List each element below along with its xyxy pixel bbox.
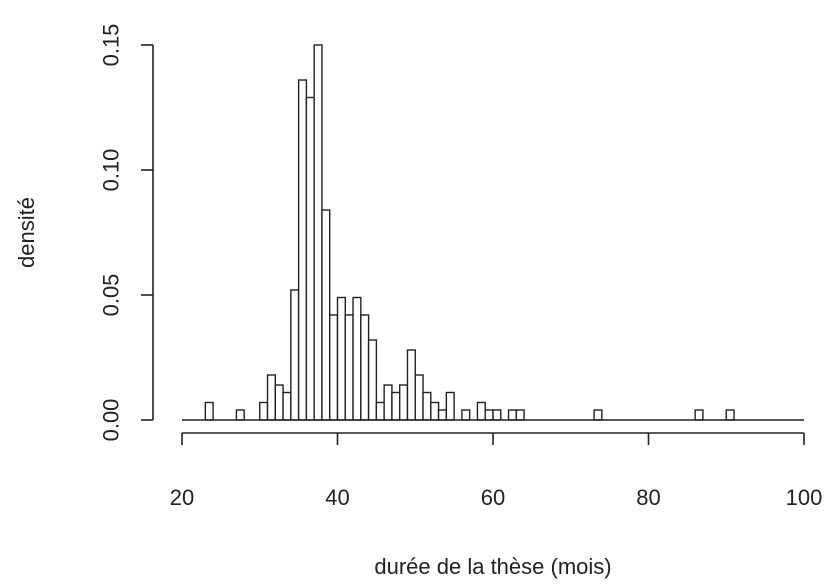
x-tick-label: 80 bbox=[636, 485, 660, 510]
histogram-bar bbox=[492, 409, 502, 421]
histogram-bar bbox=[476, 401, 486, 421]
y-tick-label: 0.00 bbox=[99, 399, 124, 442]
histogram-bar bbox=[383, 384, 393, 421]
y-tick-label: 0.05 bbox=[99, 274, 124, 317]
x-tick-label: 100 bbox=[786, 485, 823, 510]
histogram-bar bbox=[313, 44, 323, 421]
histogram-bar bbox=[274, 384, 284, 421]
histogram-bar bbox=[282, 391, 292, 421]
histogram-bar bbox=[266, 374, 276, 421]
histogram-bar bbox=[430, 401, 440, 421]
histogram-bar bbox=[375, 401, 385, 421]
y-tick-label: 0.10 bbox=[99, 149, 124, 192]
histogram-bar bbox=[336, 296, 346, 421]
histogram-bar bbox=[515, 409, 525, 421]
histogram-bar bbox=[367, 339, 378, 421]
histogram-bar bbox=[694, 409, 704, 421]
y-axis-title: densité bbox=[14, 197, 39, 268]
histogram-bar bbox=[507, 409, 518, 421]
histogram-bar bbox=[290, 289, 300, 421]
x-axis-title: durée de la thèse (mois) bbox=[374, 554, 611, 579]
histogram-bar bbox=[235, 409, 245, 421]
histogram-bar bbox=[297, 79, 308, 421]
histogram-bar bbox=[204, 401, 214, 421]
x-axis: 20 40 60 80 100 bbox=[170, 432, 823, 510]
histogram-bar bbox=[352, 296, 362, 421]
histogram-bar bbox=[725, 409, 735, 421]
histogram-bar bbox=[437, 409, 448, 421]
histogram-bar bbox=[329, 314, 339, 421]
histogram-bar bbox=[593, 409, 603, 421]
histogram-bar bbox=[391, 391, 401, 421]
histogram-bar bbox=[399, 384, 409, 421]
histogram-bar bbox=[461, 409, 471, 421]
histogram-bar bbox=[484, 409, 494, 421]
histogram-bar bbox=[422, 391, 432, 421]
histogram-bar bbox=[344, 314, 354, 421]
histogram-bar bbox=[305, 96, 315, 421]
histogram-bar bbox=[360, 314, 370, 421]
histogram-bar bbox=[406, 349, 416, 421]
x-tick-label: 60 bbox=[481, 485, 505, 510]
y-tick-label: 0.15 bbox=[99, 24, 124, 67]
histogram-bar bbox=[321, 209, 331, 421]
histogram-bar bbox=[414, 374, 424, 421]
histogram-bar bbox=[445, 391, 455, 421]
x-tick-label: 20 bbox=[170, 485, 194, 510]
x-tick-label: 40 bbox=[325, 485, 349, 510]
histogram-bars bbox=[204, 44, 735, 421]
histogram-bar bbox=[259, 401, 269, 421]
y-axis: 0.00 0.05 0.10 0.15 bbox=[99, 24, 154, 442]
